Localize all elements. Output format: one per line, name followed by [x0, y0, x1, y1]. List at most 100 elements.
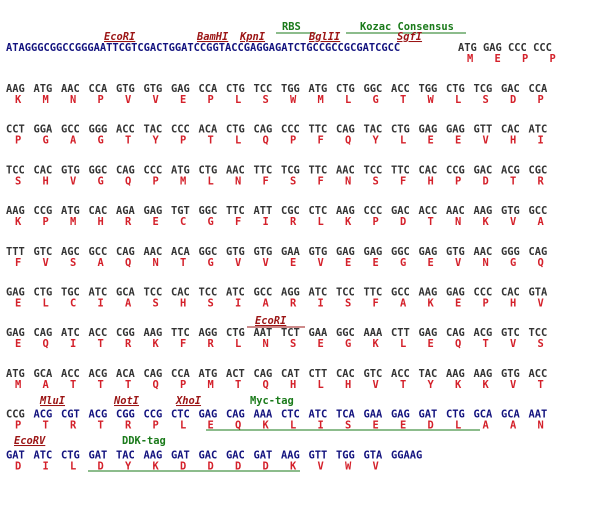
amino-acid: P: [538, 94, 544, 106]
amino-acid: N: [235, 175, 241, 187]
codon: GGC: [364, 83, 383, 95]
codon: GGG: [501, 246, 520, 258]
amino-acid: F: [318, 175, 324, 187]
site-kpni: KpnI: [239, 31, 266, 43]
codon: ATC: [34, 449, 53, 461]
amino-acid: R: [125, 420, 132, 432]
codon: CAG: [254, 368, 273, 380]
codon: CCG: [6, 409, 25, 421]
codon: CCA: [199, 83, 219, 95]
codon: TGG: [419, 83, 438, 95]
amino-acid: T: [400, 379, 406, 391]
amino-acid: S: [263, 94, 269, 106]
site-ecori: EcoRI: [104, 31, 136, 43]
codon: GAT: [171, 449, 190, 461]
codon: GTA: [529, 287, 549, 299]
amino-acid: G: [400, 257, 406, 269]
codon: CTT: [391, 327, 410, 339]
codon: CTT: [309, 368, 328, 380]
codon: CTC: [309, 205, 328, 217]
amino-acid: E: [15, 298, 21, 310]
amino-acid: S: [345, 298, 351, 310]
amino-acid: T: [125, 135, 131, 147]
codon: ACC: [61, 368, 80, 380]
amino-acid: I: [43, 460, 49, 472]
amino-acid: V: [43, 257, 49, 269]
amino-acid: T: [235, 379, 241, 391]
codon: TTC: [171, 327, 190, 339]
codon: GGA: [34, 124, 54, 136]
amino-acid: K: [15, 94, 22, 106]
codon: TTC: [309, 124, 328, 136]
amino-acid: M: [43, 94, 49, 106]
codon: CCC: [144, 164, 163, 176]
amino-acid: K: [153, 338, 160, 350]
amino-acid: M: [70, 216, 76, 228]
amino-acid: Q: [455, 338, 461, 350]
amino-acid: W: [345, 460, 352, 472]
codon: TTC: [364, 287, 383, 299]
amino-acid: L: [43, 298, 49, 310]
amino-acid: A: [43, 379, 50, 391]
amino-acid: S: [345, 420, 351, 432]
amino-acid: Y: [153, 135, 160, 147]
amino-acid: G: [373, 94, 379, 106]
codon: CGG: [116, 327, 135, 339]
amino-acid: G: [208, 257, 214, 269]
amino-acid: G: [345, 338, 351, 350]
amino-acid: H: [180, 298, 186, 310]
amino-acid: E: [428, 338, 434, 350]
amino-acid: E: [318, 338, 324, 350]
codon: AAA: [254, 409, 274, 421]
codon: TAC: [364, 124, 383, 136]
codon: GCC: [61, 124, 80, 136]
amino-acid: M: [318, 94, 324, 106]
codon: GAG: [171, 83, 190, 95]
amino-acid: F: [15, 257, 21, 269]
amino-acid: K: [483, 216, 490, 228]
amino-acid: P: [180, 379, 186, 391]
amino-acid: T: [98, 338, 104, 350]
amino-acid: L: [455, 94, 461, 106]
codon: TAC: [144, 124, 163, 136]
codon: ACC: [391, 368, 410, 380]
amino-acid: N: [345, 175, 351, 187]
codon: TTC: [226, 205, 245, 217]
codon: CAG: [116, 164, 135, 176]
feature-rbs: RBS: [282, 21, 301, 33]
amino-acid: L: [318, 379, 324, 391]
amino-acid: A: [400, 298, 407, 310]
codon: GAG: [419, 246, 438, 258]
codon: AGG: [199, 327, 218, 339]
feature-ddk: DDK-tag: [122, 435, 166, 447]
codon: CTG: [226, 83, 245, 95]
amino-acid: N: [455, 216, 461, 228]
codon: GAC: [199, 449, 218, 461]
amino-acid: I: [538, 135, 544, 147]
amino-acid: R: [125, 216, 132, 228]
amino-acid: Q: [125, 175, 131, 187]
amino-acid: E: [153, 216, 159, 228]
amino-acid: E: [428, 257, 434, 269]
amino-acid: P: [15, 420, 21, 432]
amino-acid: P: [208, 94, 214, 106]
site-xhoi: XhoI: [175, 395, 202, 407]
amino-acid: R: [290, 216, 297, 228]
amino-acid: F: [180, 338, 186, 350]
amino-acid: P: [455, 175, 461, 187]
amino-acid: W: [428, 94, 435, 106]
amino-acid: M: [467, 53, 473, 65]
amino-acid: V: [510, 338, 516, 350]
codon: GAG: [336, 246, 355, 258]
codon: TCC: [6, 164, 25, 176]
codon: GAC: [391, 205, 410, 217]
codon: GCA: [474, 409, 494, 421]
amino-acid: P: [15, 135, 21, 147]
site-mlui: MluI: [39, 395, 66, 407]
codon: ACC: [391, 83, 410, 95]
codon: TCC: [254, 83, 273, 95]
amino-acid: S: [208, 298, 214, 310]
codon: ACC: [89, 327, 108, 339]
